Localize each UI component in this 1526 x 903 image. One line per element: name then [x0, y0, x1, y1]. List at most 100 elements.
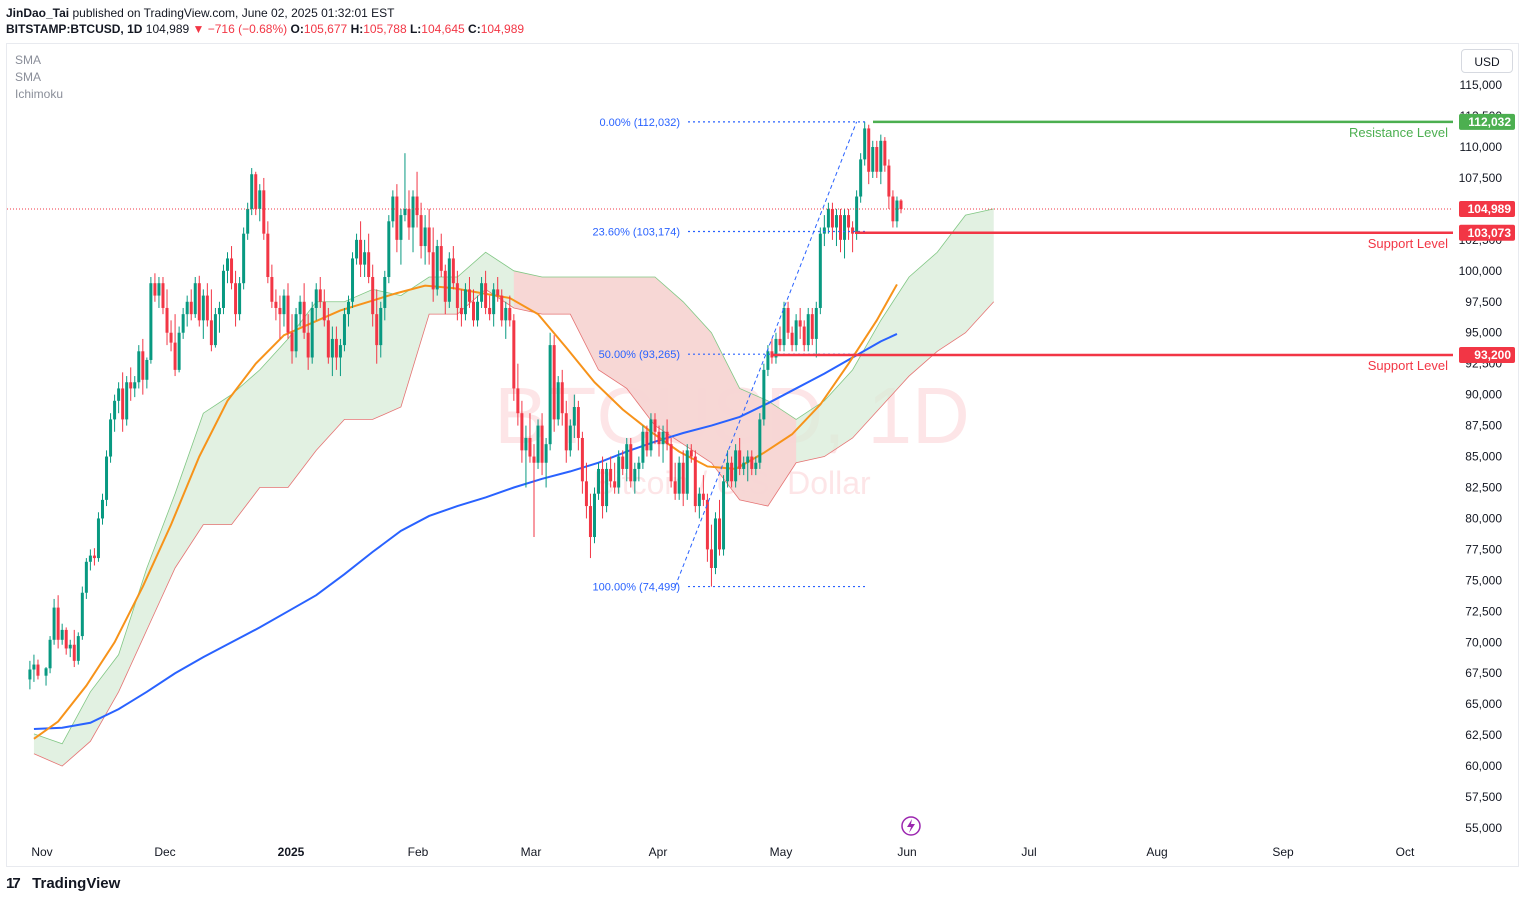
- candle-body: [584, 481, 588, 507]
- candle-body: [653, 419, 657, 432]
- candle-body: [286, 295, 290, 333]
- candle-body: [742, 462, 746, 469]
- candle-body: [193, 283, 197, 315]
- candle-body: [294, 314, 298, 352]
- candle-body: [105, 456, 109, 500]
- candle-body: [346, 301, 350, 315]
- candle-body: [431, 252, 435, 290]
- x-axis-tick-label: Mar: [521, 845, 542, 859]
- candle-body: [693, 456, 697, 507]
- candles-group: [28, 121, 903, 690]
- candle-body: [754, 462, 758, 469]
- candle-body: [629, 444, 633, 482]
- candle-body: [403, 208, 407, 216]
- candle-body: [290, 332, 294, 352]
- y-axis-tick-label: 97,500: [1465, 295, 1502, 309]
- candle-body: [588, 506, 592, 538]
- candle-body: [641, 431, 645, 463]
- candle-body: [818, 233, 822, 308]
- candle-body: [556, 382, 560, 420]
- candle-body: [205, 295, 209, 321]
- candle-body: [480, 283, 484, 302]
- indicator-ichimoku[interactable]: Ichimoku: [15, 87, 64, 101]
- candle-body: [605, 468, 609, 507]
- currency-button[interactable]: USD: [1461, 49, 1513, 73]
- symbol-label[interactable]: BITSTAMP:BTCUSD, 1D: [6, 22, 143, 36]
- candle-body: [576, 407, 580, 438]
- tradingview-logo[interactable]: 17 TradingView: [6, 875, 120, 892]
- candle-body: [778, 338, 782, 346]
- candle-body: [766, 351, 770, 370]
- candle-body: [113, 400, 117, 420]
- open-label: O:: [290, 22, 304, 36]
- candle-body: [455, 283, 459, 308]
- candle-body: [895, 200, 899, 222]
- candle-body: [476, 301, 480, 321]
- low-value: 104,645: [421, 22, 465, 36]
- candle-body: [250, 174, 254, 209]
- candle-body: [407, 208, 411, 228]
- y-axis-tick-label: 70,000: [1465, 635, 1502, 649]
- y-axis-tick-label: 67,500: [1465, 666, 1502, 680]
- price-axis-tag: [1459, 201, 1515, 218]
- candle-body: [185, 301, 189, 315]
- candle-body: [798, 320, 802, 327]
- candle-body: [165, 307, 169, 333]
- candle-body: [520, 413, 524, 451]
- candle-body: [209, 320, 213, 346]
- y-axis-tick-label: 62,500: [1465, 728, 1502, 742]
- x-axis-tick-label: 2025: [278, 845, 305, 859]
- candle-body: [84, 561, 88, 593]
- candle-body: [399, 215, 403, 240]
- y-axis-tick-label: 77,500: [1465, 542, 1502, 556]
- indicator-sma-slow[interactable]: SMA: [15, 70, 42, 84]
- y-axis-tick-label: 107,500: [1459, 171, 1503, 185]
- y-axis-tick-label: 90,000: [1465, 388, 1502, 402]
- ichimoku-span-a: [33, 208, 994, 745]
- candle-body: [722, 481, 726, 550]
- candle-body: [157, 283, 161, 296]
- candle-body: [88, 555, 92, 562]
- author-name[interactable]: JinDao_Tai: [6, 6, 70, 20]
- indicator-sma-fast[interactable]: SMA: [15, 53, 42, 67]
- candle-body: [181, 314, 185, 333]
- tradingview-logo-text: TradingView: [32, 875, 121, 892]
- candle-body: [68, 644, 72, 649]
- candle-body: [822, 227, 826, 234]
- candle-body: [770, 351, 774, 358]
- candle-body: [60, 629, 64, 640]
- candle-body: [371, 277, 375, 315]
- candle-body: [463, 289, 467, 315]
- chart-pane[interactable]: [6, 43, 1519, 867]
- candle-body: [601, 468, 605, 507]
- candle-body: [314, 289, 318, 308]
- candle-body: [28, 669, 32, 680]
- x-axis-tick-label: Nov: [31, 845, 52, 859]
- support-level-label: Support Level: [1368, 236, 1448, 251]
- candle-body: [536, 425, 540, 463]
- candle-body: [730, 462, 734, 482]
- candle-body: [246, 208, 250, 234]
- candle-body: [843, 215, 847, 240]
- candle-body: [451, 258, 455, 284]
- candle-body: [375, 314, 379, 346]
- candle-body: [326, 320, 330, 358]
- candle-body: [508, 307, 512, 321]
- candle-body: [782, 307, 786, 346]
- event-bolt-icon-glyph: [907, 819, 915, 833]
- candle-body: [524, 437, 528, 451]
- candle-body: [657, 431, 661, 445]
- candle-body: [504, 307, 508, 321]
- candle-body: [395, 196, 399, 240]
- y-axis-tick-label: 60,000: [1465, 759, 1502, 773]
- price-axis-tag: [1459, 347, 1515, 364]
- candle-body: [355, 239, 359, 259]
- candle-body: [645, 431, 649, 451]
- candle-body: [677, 462, 681, 494]
- candle-body: [302, 301, 306, 333]
- price-axis-tag-label: 93,200: [1474, 348, 1511, 362]
- x-axis-tick-label: Aug: [1146, 845, 1167, 859]
- y-axis-tick-label: 65,000: [1465, 697, 1502, 711]
- candle-body: [665, 431, 669, 445]
